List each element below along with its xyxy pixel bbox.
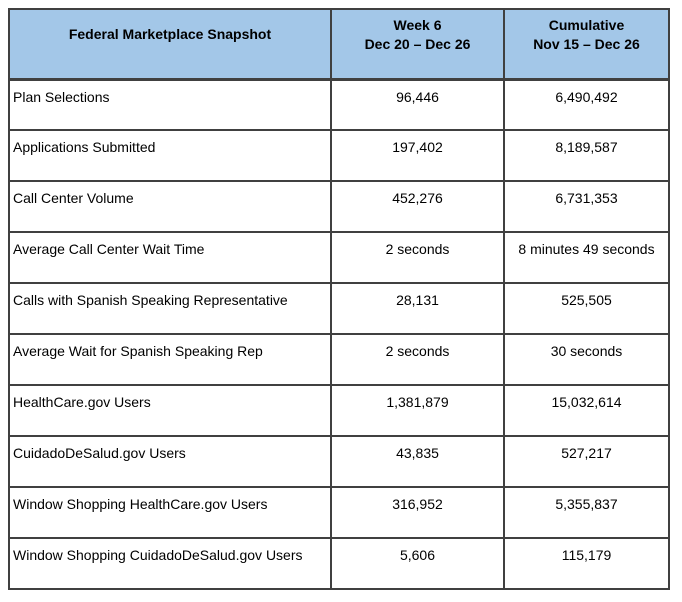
table-row: Applications Submitted 197,402 8,189,587 — [8, 129, 670, 182]
cumulative-value: 115,179 — [503, 537, 670, 590]
cumulative-value: 8 minutes 49 seconds — [503, 231, 670, 284]
row-label: Window Shopping HealthCare.gov Users — [8, 486, 332, 539]
cumulative-value: 525,505 — [503, 282, 670, 335]
table-row: Window Shopping CuidadoDeSalud.gov Users… — [8, 537, 670, 590]
row-label: Call Center Volume — [8, 180, 332, 233]
week-value: 197,402 — [330, 129, 505, 182]
week-value: 2 seconds — [330, 333, 505, 386]
week-value: 96,446 — [330, 78, 505, 131]
week-value: 316,952 — [330, 486, 505, 539]
table-header-row: Federal Marketplace Snapshot Week 6 Dec … — [8, 8, 670, 81]
header-cell-week: Week 6 Dec 20 – Dec 26 — [330, 8, 505, 81]
cumulative-value: 6,731,353 — [503, 180, 670, 233]
table-row: CuidadoDeSalud.gov Users 43,835 527,217 — [8, 435, 670, 488]
header-cell-cumulative: Cumulative Nov 15 – Dec 26 — [503, 8, 670, 81]
row-label: Window Shopping CuidadoDeSalud.gov Users — [8, 537, 332, 590]
cumulative-value: 30 seconds — [503, 333, 670, 386]
row-label: Average Wait for Spanish Speaking Rep — [8, 333, 332, 386]
week-header-line1: Week 6 — [393, 16, 442, 33]
table-row: Calls with Spanish Speaking Representati… — [8, 282, 670, 335]
table-row: Window Shopping HealthCare.gov Users 316… — [8, 486, 670, 539]
week-header-line2: Dec 20 – Dec 26 — [364, 35, 471, 52]
cumulative-value: 6,490,492 — [503, 78, 670, 131]
cumulative-value: 8,189,587 — [503, 129, 670, 182]
table-row: Call Center Volume 452,276 6,731,353 — [8, 180, 670, 233]
row-label: Average Call Center Wait Time — [8, 231, 332, 284]
table-row: HealthCare.gov Users 1,381,879 15,032,61… — [8, 384, 670, 437]
table-row: Plan Selections 96,446 6,490,492 — [8, 78, 670, 131]
cumulative-header-line1: Cumulative — [548, 16, 625, 33]
marketplace-snapshot-table: Federal Marketplace Snapshot Week 6 Dec … — [8, 8, 670, 590]
header-cell-title: Federal Marketplace Snapshot — [8, 8, 332, 81]
row-label: HealthCare.gov Users — [8, 384, 332, 437]
week-value: 5,606 — [330, 537, 505, 590]
week-value: 43,835 — [330, 435, 505, 488]
row-label: Applications Submitted — [8, 129, 332, 182]
table-title: Federal Marketplace Snapshot — [68, 26, 272, 43]
week-value: 1,381,879 — [330, 384, 505, 437]
row-label: Calls with Spanish Speaking Representati… — [8, 282, 332, 335]
cumulative-value: 5,355,837 — [503, 486, 670, 539]
row-label: Plan Selections — [8, 78, 332, 131]
cumulative-value: 527,217 — [503, 435, 670, 488]
cumulative-header-line2: Nov 15 – Dec 26 — [533, 35, 640, 52]
table-row: Average Wait for Spanish Speaking Rep 2 … — [8, 333, 670, 386]
week-value: 2 seconds — [330, 231, 505, 284]
week-value: 452,276 — [330, 180, 505, 233]
cumulative-value: 15,032,614 — [503, 384, 670, 437]
week-value: 28,131 — [330, 282, 505, 335]
row-label: CuidadoDeSalud.gov Users — [8, 435, 332, 488]
table-row: Average Call Center Wait Time 2 seconds … — [8, 231, 670, 284]
